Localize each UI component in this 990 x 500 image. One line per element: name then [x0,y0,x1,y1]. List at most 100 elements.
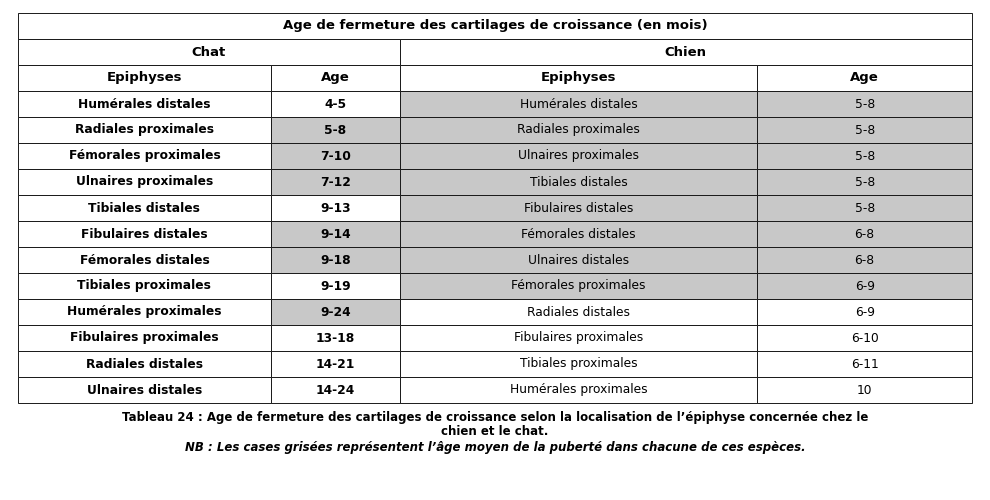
Text: 13-18: 13-18 [316,332,354,344]
Bar [757,117,972,143]
Bar [757,143,972,169]
Text: Fibulaires proximales: Fibulaires proximales [70,332,219,344]
Bar [271,65,400,91]
Bar [400,247,757,273]
Text: Humérales proximales: Humérales proximales [510,384,647,396]
Bar [18,273,271,299]
Text: 5-8: 5-8 [854,124,875,136]
Text: 14-24: 14-24 [316,384,354,396]
Text: Epiphyses: Epiphyses [541,72,616,85]
Bar [757,247,972,273]
Bar [757,169,972,195]
Text: Humérales distales: Humérales distales [78,98,211,110]
Text: Fibulaires distales: Fibulaires distales [524,202,634,214]
Bar [757,195,972,221]
Bar [757,221,972,247]
Bar [18,377,271,403]
Text: 10: 10 [857,384,872,396]
Bar [271,377,400,403]
Bar [400,169,757,195]
Bar [400,39,972,65]
Text: Ulnaires distales: Ulnaires distales [528,254,629,266]
Text: 7-10: 7-10 [320,150,350,162]
Text: Age: Age [321,72,349,85]
Bar [18,221,271,247]
Bar [271,195,400,221]
Text: Fémorales proximales: Fémorales proximales [68,150,221,162]
Text: 6-9: 6-9 [854,306,875,318]
Text: NB : Les cases grisées représentent l’âge moyen de la puberté dans chacune de ce: NB : Les cases grisées représentent l’âg… [185,441,805,454]
Bar [18,39,400,65]
Text: Fibulaires proximales: Fibulaires proximales [514,332,644,344]
Text: Fémorales distales: Fémorales distales [79,254,209,266]
Bar [271,143,400,169]
Text: Fémorales proximales: Fémorales proximales [511,280,645,292]
Bar [757,325,972,351]
Text: Humérales proximales: Humérales proximales [67,306,222,318]
Bar [400,65,757,91]
Text: Fémorales distales: Fémorales distales [521,228,636,240]
Text: Age de fermeture des cartilages de croissance (en mois): Age de fermeture des cartilages de crois… [283,20,707,32]
Text: 9-18: 9-18 [320,254,350,266]
Text: 5-8: 5-8 [854,150,875,162]
Text: Ulnaires distales: Ulnaires distales [87,384,202,396]
Text: 9-14: 9-14 [320,228,350,240]
Text: 9-24: 9-24 [320,306,350,318]
Text: Ulnaires proximales: Ulnaires proximales [76,176,213,188]
Text: 5-8: 5-8 [854,202,875,214]
Bar [271,221,400,247]
Text: Age: Age [850,72,879,85]
Bar [271,247,400,273]
Text: 6-8: 6-8 [854,254,875,266]
Bar [18,91,271,117]
Bar [18,247,271,273]
Text: 5-8: 5-8 [854,98,875,110]
Bar [271,325,400,351]
Bar [271,91,400,117]
Bar [18,325,271,351]
Bar [18,195,271,221]
Bar [18,299,271,325]
Bar [18,143,271,169]
Bar [400,377,757,403]
Text: Radiales proximales: Radiales proximales [517,124,640,136]
Bar [18,117,271,143]
Text: Tibiales distales: Tibiales distales [88,202,200,214]
Bar [400,299,757,325]
Text: 6-8: 6-8 [854,228,875,240]
Text: 9-19: 9-19 [320,280,350,292]
Text: 6-11: 6-11 [850,358,878,370]
Text: 6-9: 6-9 [854,280,875,292]
Text: 7-12: 7-12 [320,176,350,188]
Bar [400,195,757,221]
Bar [400,221,757,247]
Bar [271,117,400,143]
Bar [757,351,972,377]
Bar [271,351,400,377]
Bar [400,273,757,299]
Text: Chat: Chat [192,46,226,59]
Text: 4-5: 4-5 [324,98,346,110]
Text: Chien: Chien [665,46,707,59]
Bar [757,91,972,117]
Text: chien et le chat.: chien et le chat. [442,425,548,438]
Bar [757,273,972,299]
Bar [18,65,271,91]
Bar [271,273,400,299]
Text: Epiphyses: Epiphyses [107,72,182,85]
Bar [400,325,757,351]
Text: Ulnaires proximales: Ulnaires proximales [518,150,639,162]
Bar [757,299,972,325]
Text: Fibulaires distales: Fibulaires distales [81,228,208,240]
Text: Radiales distales: Radiales distales [86,358,203,370]
Text: Radiales distales: Radiales distales [527,306,630,318]
Bar [400,91,757,117]
Bar [400,143,757,169]
Bar [757,377,972,403]
Text: Tibiales distales: Tibiales distales [530,176,628,188]
Text: Radiales proximales: Radiales proximales [75,124,214,136]
Bar [18,13,972,39]
Bar [271,169,400,195]
Bar [400,351,757,377]
Text: Humérales distales: Humérales distales [520,98,638,110]
